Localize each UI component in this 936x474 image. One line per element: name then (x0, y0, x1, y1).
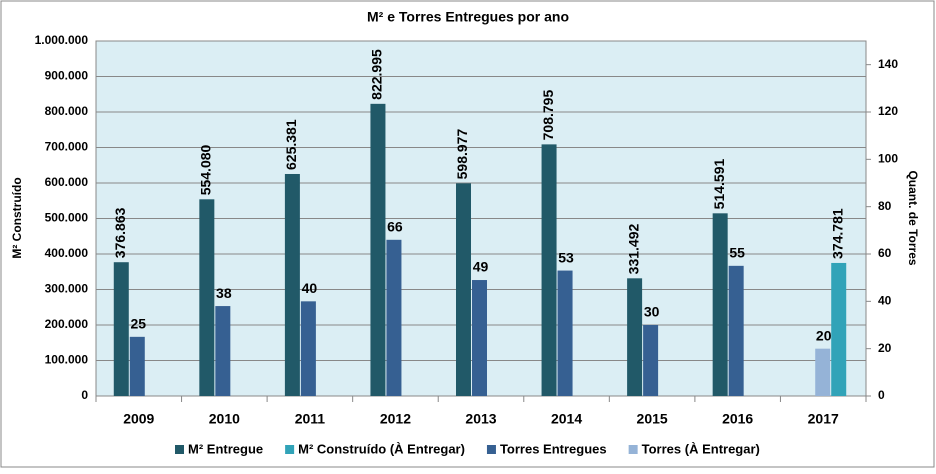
bar (284, 173, 300, 396)
data-label: 625.381 (283, 119, 299, 170)
x-tick-label: 2016 (722, 411, 753, 427)
y2-tick-label: 100 (878, 152, 898, 166)
bar (643, 325, 659, 396)
data-label: 20 (816, 327, 832, 343)
data-label: 66 (387, 219, 403, 235)
y-tick-label: 400.000 (45, 246, 89, 260)
chart-title: M² e Torres Entregues por ano (367, 9, 569, 25)
y-tick-label: 500.000 (45, 211, 89, 225)
bar (472, 280, 487, 396)
data-label: 554.080 (198, 144, 214, 195)
data-label: 55 (729, 245, 745, 261)
y-tick-label: 800.000 (45, 104, 89, 118)
legend-swatch (486, 445, 496, 454)
data-label: 25 (130, 316, 146, 332)
y2-tick-label: 80 (878, 199, 892, 213)
y2-tick-label: 60 (878, 246, 892, 260)
bar (815, 348, 831, 396)
bar (728, 265, 744, 396)
y2-tick-label: 20 (878, 341, 892, 355)
x-tick-label: 2014 (551, 411, 582, 427)
bar (300, 301, 316, 396)
data-label: 53 (558, 249, 574, 265)
x-tick-label: 2017 (808, 411, 839, 427)
y2-tick-label: 40 (878, 294, 892, 308)
y2-tick-label: 0 (878, 388, 885, 402)
bar (370, 103, 386, 396)
y-tick-label: 700.000 (45, 140, 89, 154)
bar (386, 239, 402, 396)
bar (831, 262, 847, 396)
bar (557, 270, 573, 396)
legend-label: M² Construído (À Entregar) (298, 441, 465, 456)
y2-tick-label: 140 (878, 57, 898, 71)
bar (215, 306, 231, 396)
bar (456, 183, 471, 396)
y-axis-title: M² Construído (10, 177, 24, 258)
bar (627, 278, 643, 396)
data-label: 822.995 (369, 49, 385, 100)
legend-swatch (285, 445, 295, 454)
y2-tick-label: 120 (878, 104, 898, 118)
y-tick-label: 200.000 (45, 317, 89, 331)
legend-swatch (175, 445, 184, 454)
legend-label: Torres (À Entregar) (642, 441, 760, 456)
x-tick-label: 2012 (380, 411, 411, 427)
legend-label: M² Entregue (188, 441, 263, 456)
bar (113, 262, 129, 396)
data-label: 376.863 (112, 207, 128, 258)
y-tick-label: 100.000 (45, 353, 89, 367)
data-label: 49 (473, 259, 489, 275)
data-label: 598.977 (454, 129, 470, 180)
data-label: 374.781 (829, 208, 845, 259)
data-label: 514.591 (711, 158, 727, 209)
x-tick-label: 2013 (465, 411, 496, 427)
data-label: 38 (216, 285, 232, 301)
data-label: 708.795 (540, 90, 556, 141)
y2-axis-title: Quant. de Torres (906, 170, 920, 265)
bar (199, 199, 215, 396)
x-tick-label: 2011 (295, 411, 326, 427)
bar (541, 144, 557, 396)
data-label: 40 (302, 280, 318, 296)
y-tick-label: 1.000.000 (35, 33, 89, 47)
y-tick-label: 0 (81, 388, 88, 402)
legend-swatch (628, 445, 638, 454)
y-tick-label: 300.000 (45, 282, 89, 296)
data-label: 331.492 (625, 224, 641, 275)
y-tick-label: 600.000 (45, 175, 89, 189)
legend-label: Torres Entregues (500, 441, 607, 456)
data-label: 30 (644, 304, 660, 320)
x-tick-label: 2009 (123, 411, 154, 427)
bar (129, 336, 145, 396)
x-tick-label: 2015 (637, 411, 668, 427)
x-tick-label: 2010 (209, 411, 240, 427)
y-tick-label: 900.000 (45, 69, 89, 83)
bar (712, 213, 728, 396)
